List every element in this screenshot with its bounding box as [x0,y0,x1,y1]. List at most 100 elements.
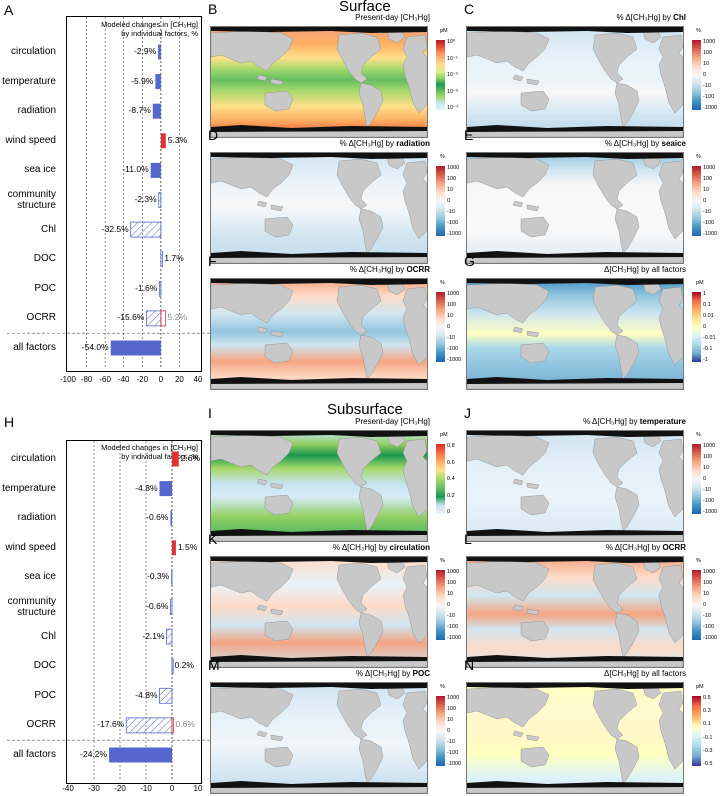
colorbar-gradient [436,444,445,514]
bar-plot-svg [7,17,211,369]
map-land-layer [211,279,427,389]
land-shape [402,438,427,518]
map-title-text: % Δ[CH₃Hg] by [356,669,413,678]
land-shape [336,32,382,84]
colorbar-gradient [436,292,445,362]
colorbar-tick-label: 0 [447,324,451,330]
factor-bar [152,103,161,119]
map-title: Δ[CH₃Hg] by all factors [604,669,686,678]
bar-value-label: -5.9% [131,75,154,86]
map-title: Present-day [CH₃Hg] [355,417,430,426]
colorbar-gradient [692,292,701,362]
colorbar-gradient [692,166,701,236]
land-shape [512,604,524,612]
colorbar-unit: % [440,684,445,690]
colorbar-unit: % [440,558,445,564]
colorbar-tick-label: 10 [447,313,454,319]
land-shape [467,686,550,728]
land-shape [467,560,550,602]
factor-label-line1: wind speed [5,134,56,146]
factor-label: temperature [0,483,56,494]
factor-label-line1: POC [34,282,56,294]
polar-mask [211,377,427,384]
colorbar-tick-label: 0.8 [447,443,455,449]
factor-label-line1: radiation [17,512,56,524]
map-title-text: % Δ[CH₃Hg] by [349,265,407,274]
factor-bar [160,133,166,149]
colorbar-tick-label: -0.1 [703,346,713,352]
land-shape [270,608,284,616]
colorbar-unit: pM [696,280,704,286]
x-tick-label: 0 [169,784,175,793]
bar-value-label: -11.0% [122,164,149,175]
colorbar-tick-label: -0.3 [703,747,713,754]
map-title: Present-day [CH₃Hg] [355,13,430,22]
colorbar: % 1000 100 10 0 -10 -100 -1000 [436,154,461,237]
factor-label-line1: sea ice [24,164,56,176]
colorbar-tick-label: 10 [703,61,710,67]
colorbar-tick-label: 10 [447,591,454,597]
factor-label: POC [0,690,56,701]
map-title-text: Δ[CH₃Hg] by all factors [604,265,686,274]
colorbar-tick-label: 1000 [703,165,716,171]
colorbar-unit: pM [440,432,448,438]
map-title: % Δ[CH₃Hg] by OCRR [350,265,430,274]
x-tick-label: -40 [117,375,130,384]
colorbar-tick-label: -100 [703,498,715,504]
colorbar-tick-label: 0 [703,324,707,330]
factor-bar [155,74,161,90]
factor-label-line1: Chl [40,223,56,235]
factor-bar [160,251,163,268]
land-shape [592,32,638,84]
colorbar-gradient [692,444,701,514]
land-shape [512,74,524,82]
colorbar-tick-label: 1 [703,291,707,297]
colorbar-tick-label: 10⁻³ [447,88,458,95]
map-title: % Δ[CH₃Hg] by temperature [583,417,686,426]
colorbar-tick-label: -100 [703,220,715,226]
colorbar: % 1000 100 10 0 -10 -100 -1000 [692,28,717,111]
map-panel-k: % Δ[CH₃Hg] by circulation% 1000 100 10 0 -10-… [210,543,462,670]
bar-value-label: -2.1% [142,630,165,641]
colorbar-tick-label: -100 [447,750,459,756]
polar-mask [211,683,427,689]
polar-mask [211,529,427,536]
land-shape [658,564,683,644]
colorbar-tick-label: 0.6 [447,459,455,466]
land-shape [211,434,294,476]
bar-value-label: 5.3% [167,134,188,145]
map-image [210,152,428,264]
x-tick-label: -40 [62,784,74,793]
panel-letter: J [464,405,471,421]
map-panel-b: Present-day [CH₃Hg] pM 10⁰ 10⁻¹ 10⁻² 10⁻³ 10⁻⁴ [210,13,460,140]
map-panel-d: % Δ[CH₃Hg] by radiation% 1000 100 10 0 -10 -10… [210,139,461,266]
factor-bar [125,717,173,734]
colorbar-unit: % [696,154,701,160]
land-shape [658,160,683,240]
colorbar-tick-label: 10 [447,187,454,193]
map-image [466,682,684,794]
map-land-layer [211,557,427,667]
colorbar-tick-label: 1000 [447,291,460,297]
colorbar-tick-label: 10 [703,465,710,471]
colorbar-tick-label: -1000 [447,635,462,641]
land-shape [270,78,284,86]
land-shape [592,688,638,740]
panel-letter: N [464,657,475,673]
map-title-factor: Chl [673,13,686,22]
polar-mask [467,781,683,788]
factor-bar [159,687,173,704]
polar-mask [467,377,683,384]
colorbar-tick-label: -10 [703,613,711,619]
polar-mask [211,655,427,662]
colorbar-tick-label: 10⁻¹ [447,55,458,62]
factor-label-line1: DOC [33,660,56,672]
polar-mask [467,251,683,258]
land-shape [467,156,550,198]
colorbar-tick-label: 100 [447,302,457,308]
colorbar-tick-label: -0.5 [703,761,713,767]
colorbar-tick-label: 1000 [447,695,460,701]
colorbar-tick-label: -100 [447,346,459,352]
colorbar-tick-label: 0 [703,602,707,608]
factor-label-line1: OCRR [26,312,56,324]
